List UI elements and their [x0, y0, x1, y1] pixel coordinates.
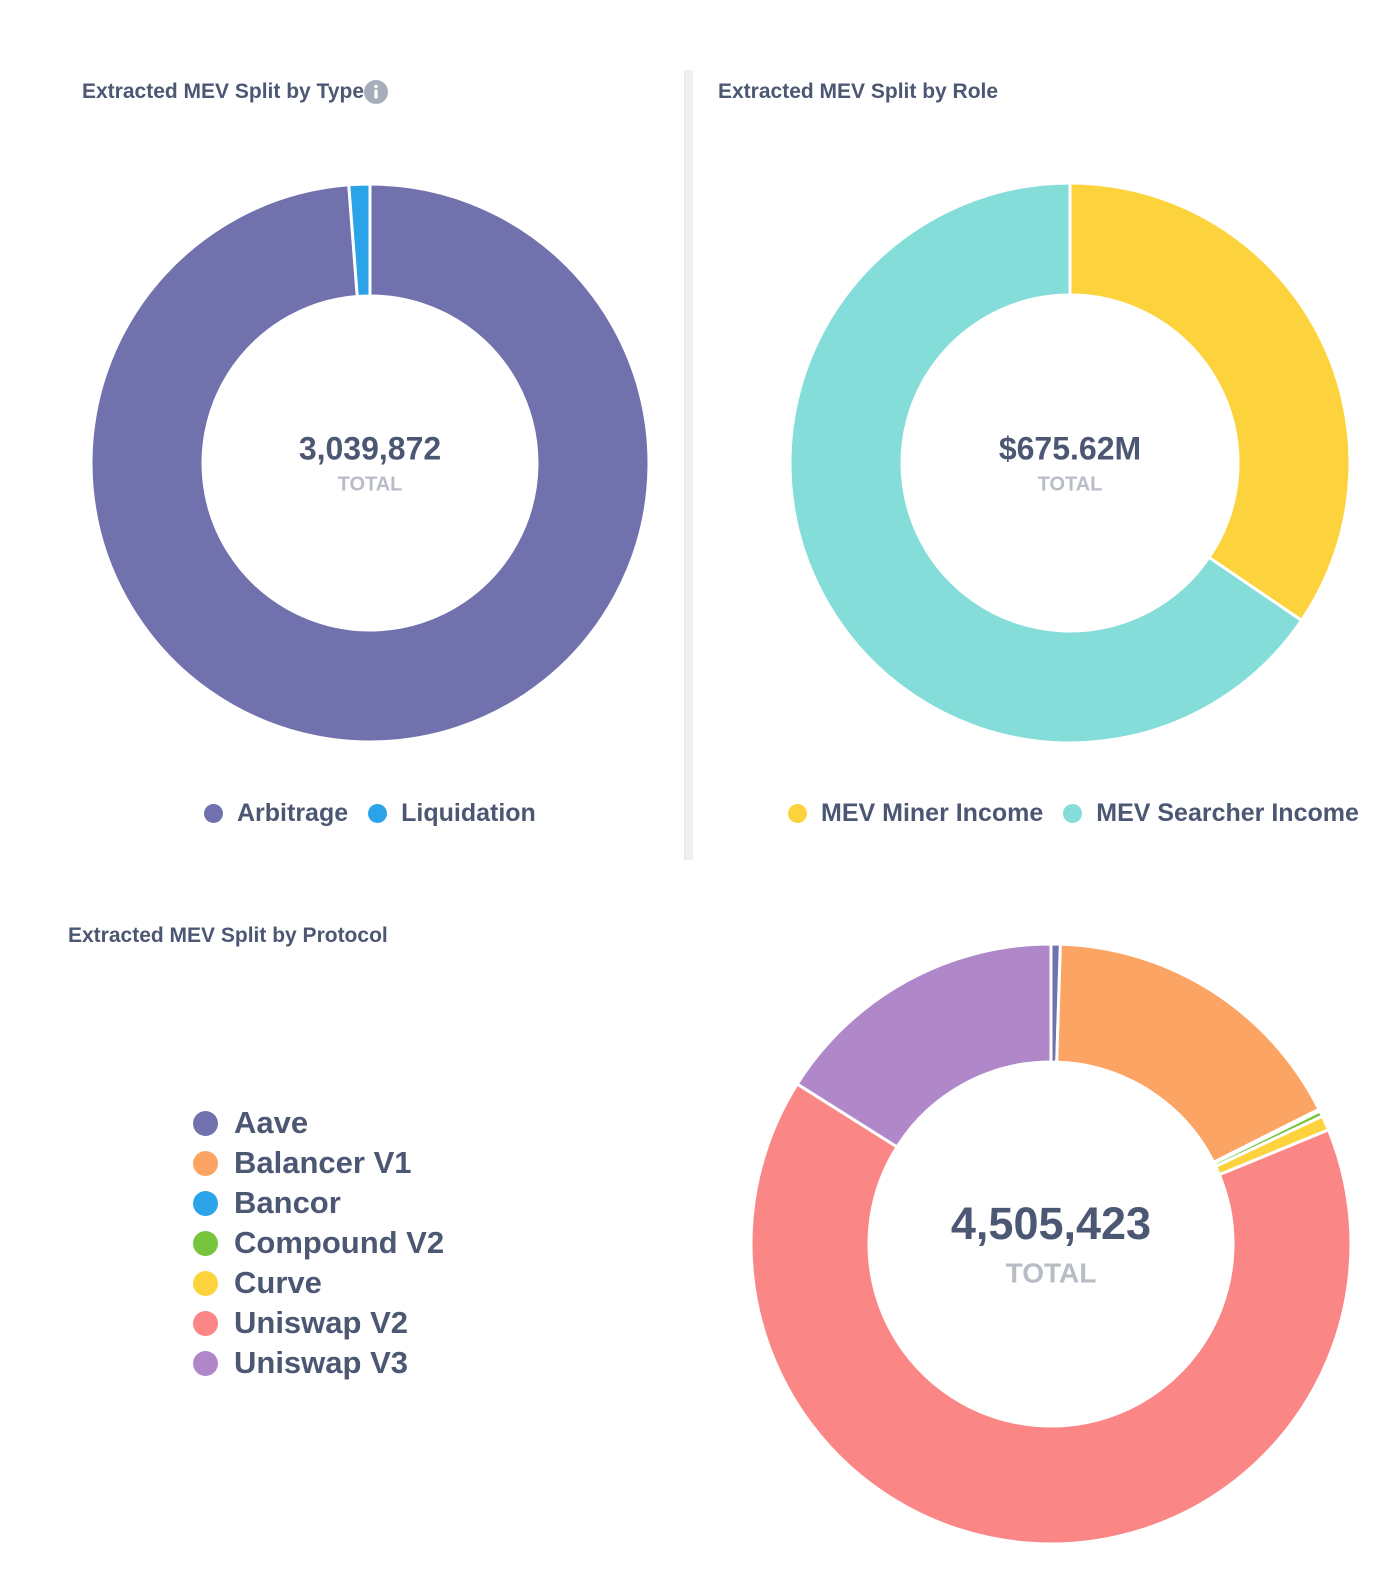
legend-item-compound-v2[interactable]: Compound V2: [193, 1223, 444, 1263]
legend-label: Uniswap V3: [234, 1345, 408, 1380]
slice-mev-searcher-income[interactable]: [788, 181, 1304, 745]
center-total-value: 3,039,872: [299, 430, 441, 466]
chart-title-type: Extracted MEV Split by Type: [82, 80, 365, 103]
legend-item-balancer-v1[interactable]: Balancer V1: [193, 1143, 444, 1183]
legend-dot: [193, 1110, 218, 1136]
legend-label: Uniswap V2: [234, 1305, 408, 1340]
legend-dot: [368, 804, 388, 823]
slice-uniswap-v3[interactable]: [795, 942, 1053, 1149]
slice-mev-miner-income[interactable]: [1068, 181, 1352, 623]
chart-title-role: Extracted MEV Split by Role: [718, 80, 999, 103]
legend-protocol: Aave Balancer V1 Bancor Compound V2 Curve Uni…: [193, 1103, 444, 1383]
legend-dot: [204, 804, 223, 823]
slice-uniswap-v2[interactable]: [749, 1081, 1353, 1546]
center-total-value: $675.62M: [999, 430, 1141, 466]
center-total-value: 4,505,423: [951, 1198, 1151, 1249]
legend-item-liquidation[interactable]: Liquidation: [368, 799, 536, 828]
legend-dot: [193, 1230, 218, 1256]
legend-dot: [193, 1190, 218, 1216]
legend-label: Compound V2: [234, 1225, 445, 1260]
legend-label: MEV Miner Income: [821, 799, 1044, 827]
legend-dot: [788, 804, 807, 823]
legend-label: Liquidation: [401, 799, 536, 827]
legend-label: Curve: [234, 1265, 322, 1300]
legend-label: Aave: [234, 1105, 309, 1140]
legend-dot: [193, 1310, 218, 1336]
slice-liquidation[interactable]: [347, 182, 372, 299]
legend-role: MEV Miner Income MEV Searcher Income: [788, 799, 1359, 828]
info-icon[interactable]: [364, 80, 388, 104]
legend-label: Arbitrage: [237, 799, 349, 827]
legend-dot: [1063, 804, 1083, 823]
donut-chart-role: $675.62M TOTAL: [788, 181, 1352, 745]
legend-item-uniswap-v2[interactable]: Uniswap V2: [193, 1303, 444, 1343]
legend-label: MEV Searcher Income: [1096, 799, 1359, 827]
legend-dot: [193, 1270, 218, 1296]
legend-item-uniswap-v3[interactable]: Uniswap V3: [193, 1343, 444, 1383]
slice-arbitrage[interactable]: [89, 182, 651, 744]
legend-item-aave[interactable]: Aave: [193, 1103, 444, 1143]
legend-dot: [193, 1350, 218, 1376]
center-total-label: TOTAL: [1038, 473, 1103, 495]
legend-item-arbitrage[interactable]: Arbitrage: [204, 799, 348, 828]
donut-chart-type: 3,039,872 TOTAL: [89, 182, 651, 744]
legend-item-mev-miner-income[interactable]: MEV Miner Income: [788, 799, 1043, 828]
donut-chart-protocol: 4,505,423 TOTAL: [749, 942, 1353, 1546]
panel-divider: [684, 70, 693, 860]
legend-item-bancor[interactable]: Bancor: [193, 1183, 444, 1223]
center-total-label: TOTAL: [338, 473, 403, 495]
center-total-label: TOTAL: [1006, 1257, 1097, 1288]
legend-item-mev-searcher-income[interactable]: MEV Searcher Income: [1063, 799, 1359, 828]
legend-dot: [193, 1150, 218, 1176]
legend-type: Arbitrage Liquidation: [204, 799, 536, 828]
slice-balancer-v1[interactable]: [1055, 942, 1322, 1165]
legend-label: Balancer V1: [234, 1145, 412, 1180]
chart-title-protocol: Extracted MEV Split by Protocol: [68, 924, 388, 947]
legend-label: Bancor: [234, 1185, 341, 1220]
legend-item-curve[interactable]: Curve: [193, 1263, 444, 1303]
